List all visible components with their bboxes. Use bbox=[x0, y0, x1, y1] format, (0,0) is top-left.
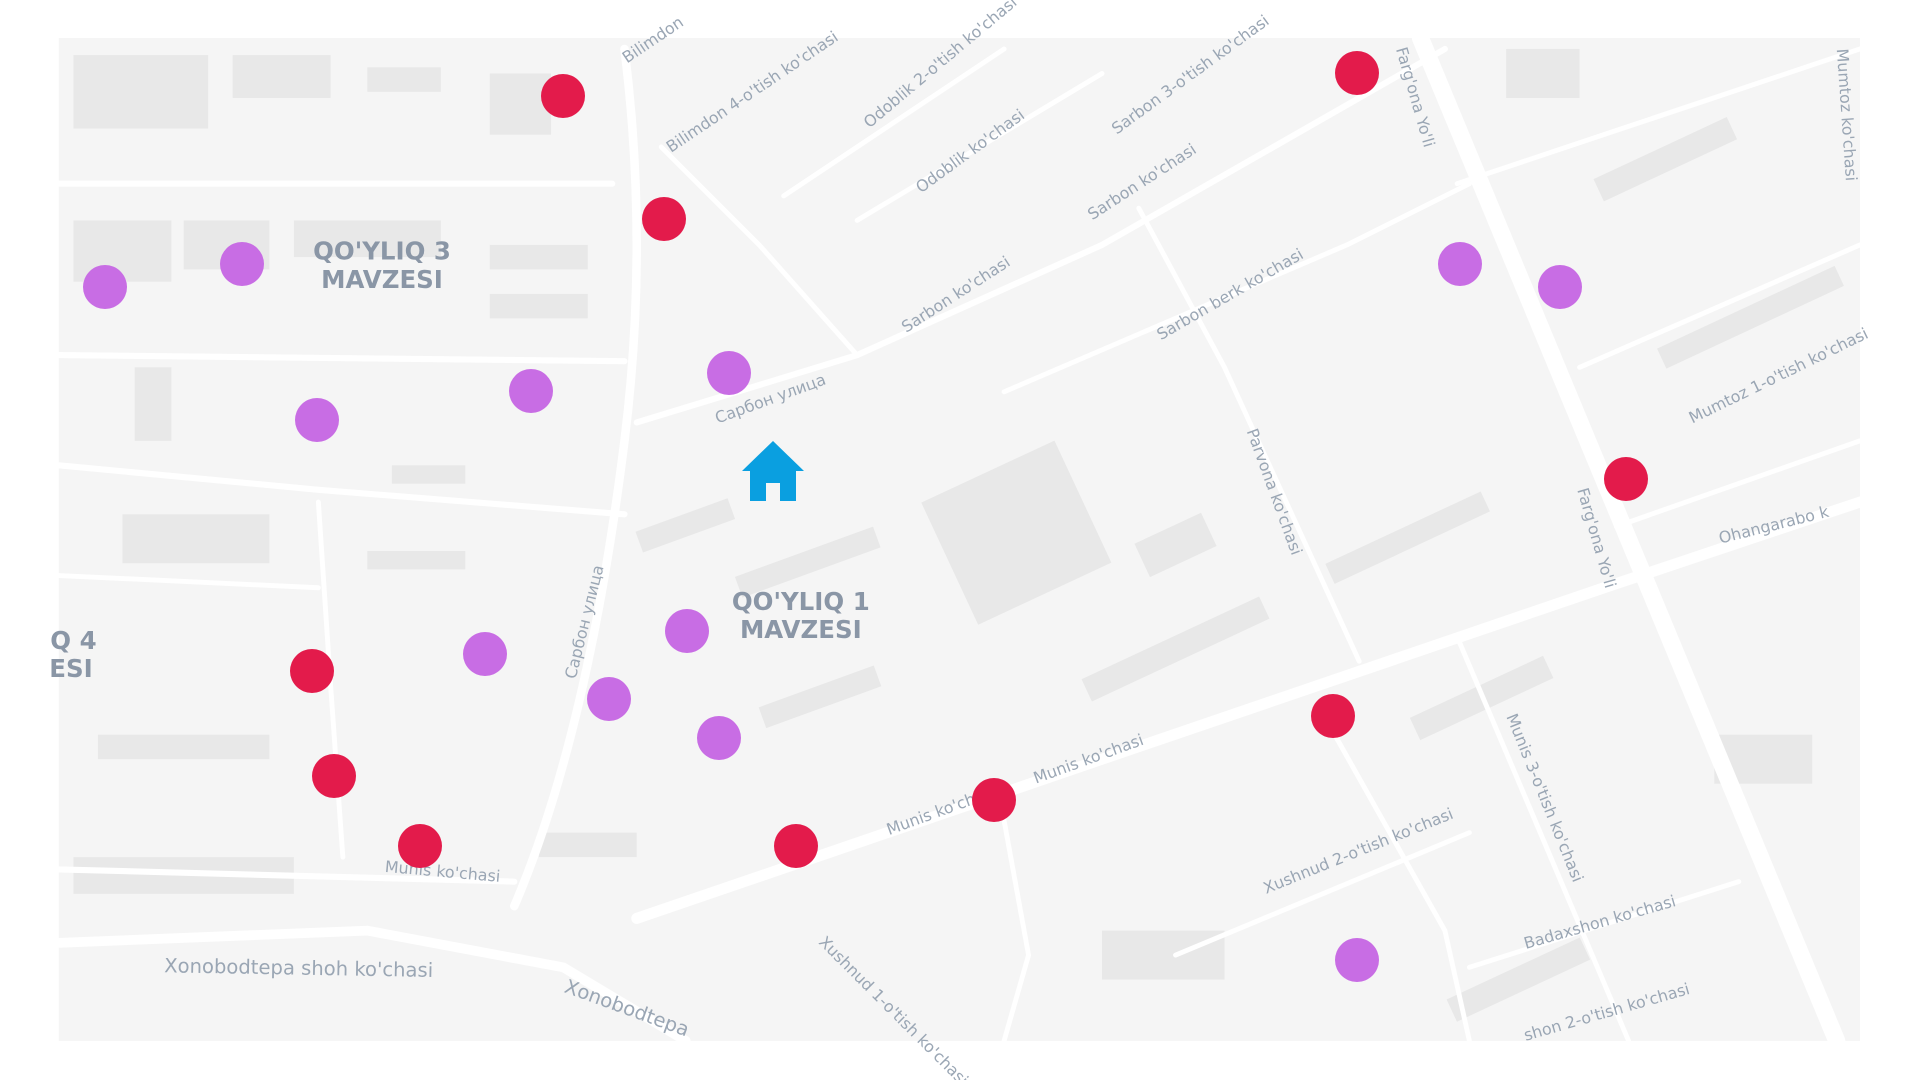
red-marker[interactable] bbox=[1604, 457, 1648, 501]
roads bbox=[53, 29, 1866, 1050]
district-qoyliq-4-line1: Q 4 bbox=[50, 626, 96, 655]
purple-marker[interactable] bbox=[220, 242, 264, 286]
district-qoyliq-3-line1: QO'YLIQ 3 bbox=[313, 237, 451, 266]
red-marker[interactable] bbox=[972, 778, 1016, 822]
red-marker[interactable] bbox=[642, 197, 686, 241]
district-labels: QO'YLIQ 3 MAVZESI QO'YLIQ 1 MAVZESI Q 4 … bbox=[49, 237, 869, 684]
purple-marker[interactable] bbox=[707, 351, 751, 395]
red-marker[interactable] bbox=[398, 824, 442, 868]
purple-marker[interactable] bbox=[295, 398, 339, 442]
red-marker[interactable] bbox=[312, 754, 356, 798]
purple-marker[interactable] bbox=[1438, 242, 1482, 286]
red-marker[interactable] bbox=[774, 824, 818, 868]
purple-marker[interactable] bbox=[509, 369, 553, 413]
district-qoyliq-4-line2: ESI bbox=[49, 654, 92, 683]
street-label: Xonobodtepa shoh ko'chasi bbox=[164, 954, 433, 982]
purple-marker[interactable] bbox=[1335, 938, 1379, 982]
purple-marker[interactable] bbox=[1538, 265, 1582, 309]
purple-marker[interactable] bbox=[463, 632, 507, 676]
purple-marker[interactable] bbox=[587, 677, 631, 721]
purple-marker[interactable] bbox=[697, 716, 741, 760]
district-qoyliq-1-line1: QO'YLIQ 1 bbox=[732, 587, 870, 616]
district-qoyliq-3-line2: MAVZESI bbox=[321, 265, 443, 294]
red-marker[interactable] bbox=[1335, 51, 1379, 95]
red-marker[interactable] bbox=[541, 74, 585, 118]
red-marker[interactable] bbox=[1311, 694, 1355, 738]
district-qoyliq-1-line2: MAVZESI bbox=[740, 615, 862, 644]
home-marker[interactable] bbox=[740, 439, 806, 503]
purple-marker[interactable] bbox=[83, 265, 127, 309]
home-icon bbox=[742, 441, 804, 501]
red-marker[interactable] bbox=[290, 649, 334, 693]
purple-marker[interactable] bbox=[665, 609, 709, 653]
